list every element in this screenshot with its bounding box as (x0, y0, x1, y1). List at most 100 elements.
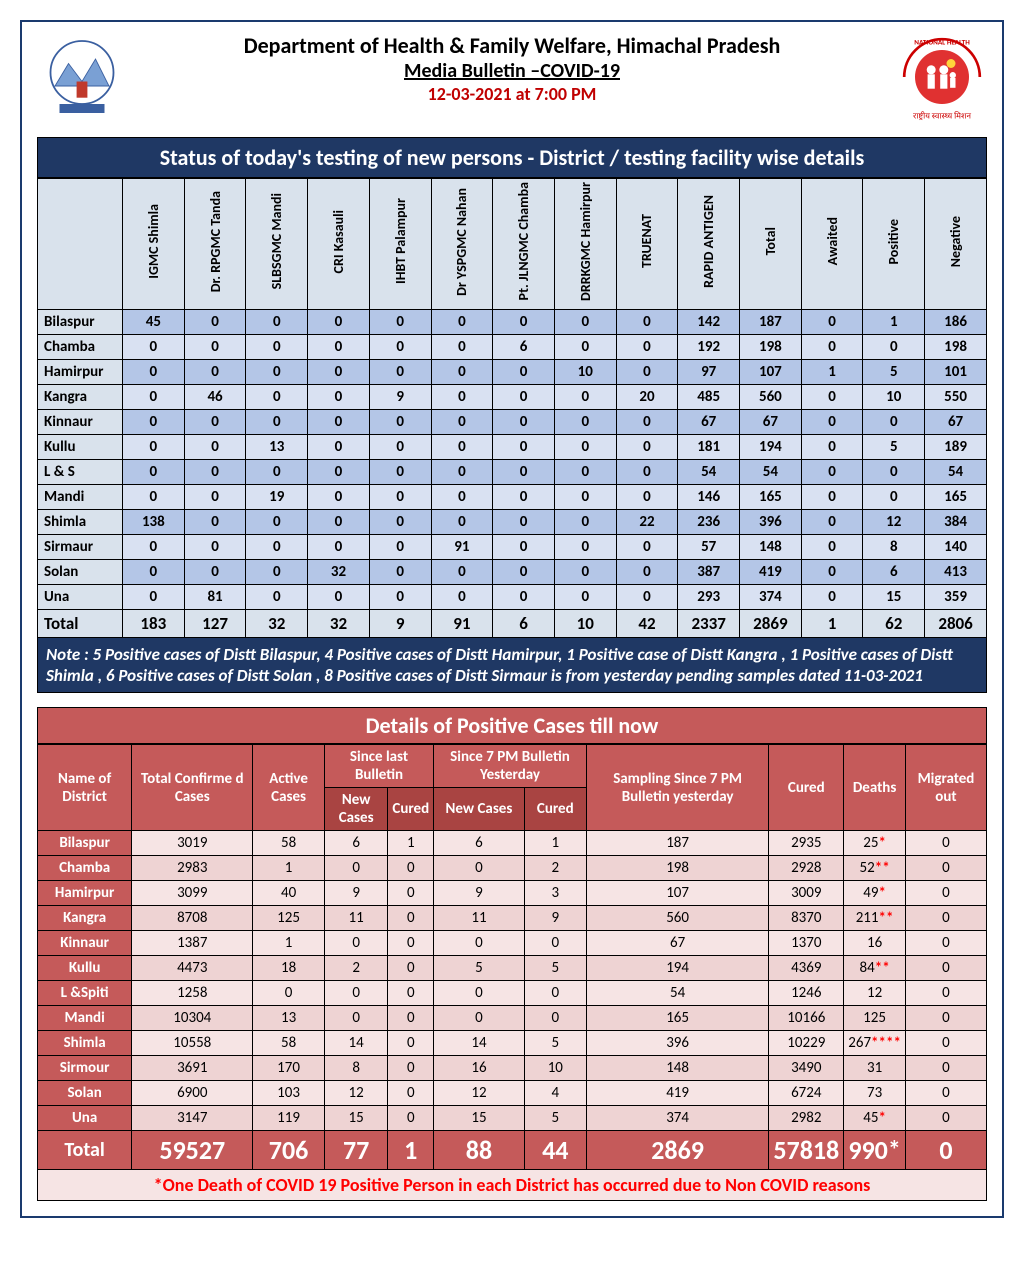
cell-value: 0 (246, 334, 308, 359)
cell-value: 0 (863, 409, 925, 434)
total-value: 57818 (769, 1131, 844, 1170)
district-name: Mandi (38, 1006, 132, 1031)
cell-value: 359 (925, 584, 987, 609)
cell-value: 198 (740, 334, 802, 359)
col-header: Awaited (801, 179, 863, 310)
cell-value: 91 (431, 534, 493, 559)
cell-value: 0 (554, 334, 616, 359)
cell-value: 0 (184, 359, 246, 384)
cell-value: 186 (925, 309, 987, 334)
cell-value: 12 (863, 509, 925, 534)
cell-value: 194 (740, 434, 802, 459)
cell-value: 0 (801, 334, 863, 359)
district-name: Hamirpur (38, 881, 132, 906)
cell-value: 387 (678, 559, 740, 584)
cell-value: 2982 (769, 1106, 844, 1131)
table-row: Shimla105585814014539610229267****0 (38, 1031, 987, 1056)
cell-value: 8 (863, 534, 925, 559)
total-value: 9 (369, 609, 431, 637)
cell-value: 0 (616, 584, 678, 609)
cell-value: 6 (434, 831, 525, 856)
total-value: 1 (801, 609, 863, 637)
testing-table-section: Status of today's testing of new persons… (37, 137, 987, 693)
cell-value: 5 (524, 956, 586, 981)
table-row: Shimla138000000022236396012384 (38, 509, 987, 534)
cell-value: 0 (493, 409, 555, 434)
cell-value: 0 (863, 484, 925, 509)
cell-value: 0 (369, 334, 431, 359)
cell-value: 40 (253, 881, 325, 906)
total-value: 77 (324, 1131, 388, 1170)
table-row: Mandi10304130000165101661250 (38, 1006, 987, 1031)
total-value: 2869 (586, 1131, 769, 1170)
table-row: Sirmaur00000910005714808140 (38, 534, 987, 559)
cell-value: 0 (905, 931, 986, 956)
district-name: Kullu (38, 956, 132, 981)
total-value: 62 (863, 609, 925, 637)
cell-value: 12 (324, 1081, 388, 1106)
cell-value: 58 (253, 1031, 325, 1056)
total-value: 44 (524, 1131, 586, 1170)
cell-value: 3490 (769, 1056, 844, 1081)
cell-value: 14 (324, 1031, 388, 1056)
total-value: 6 (493, 609, 555, 637)
cell-value: 0 (123, 534, 185, 559)
col-header: CRI Kasauli (308, 179, 370, 310)
cell-value: 0 (369, 559, 431, 584)
cell-value: 0 (905, 1031, 986, 1056)
cell-value: 6900 (132, 1081, 253, 1106)
cell-value: 0 (324, 981, 388, 1006)
total-value: 1 (388, 1131, 434, 1170)
cell-value: 1 (388, 831, 434, 856)
nhm-logo-icon: NATIONAL HEALTH राष्ट्रीय स्वास्थ्य मिशन (897, 32, 987, 122)
cell-value: 194 (586, 956, 769, 981)
cell-value: 67 (925, 409, 987, 434)
cell-value: 107 (740, 359, 802, 384)
cell-value: 0 (554, 384, 616, 409)
cell-value: 0 (308, 459, 370, 484)
cell-value: 0 (324, 931, 388, 956)
district-name: Mandi (38, 484, 123, 509)
cell-value: 0 (388, 1106, 434, 1131)
cell-value: 15 (863, 584, 925, 609)
district-name: Shimla (38, 509, 123, 534)
cell-value: 9 (324, 881, 388, 906)
cell-value: 0 (123, 409, 185, 434)
cell-value: 0 (524, 981, 586, 1006)
cell-value: 81 (184, 584, 246, 609)
cell-value: 58 (253, 831, 325, 856)
col-header: Since 7 PM Bulletin Yesterday (434, 745, 587, 788)
cell-value: 0 (388, 1081, 434, 1106)
cell-value: 0 (246, 584, 308, 609)
cell-value: 0 (308, 309, 370, 334)
cell-value: 0 (905, 1106, 986, 1131)
district-name: Kinnaur (38, 931, 132, 956)
deaths-cell: 31 (844, 1056, 906, 1081)
col-header: Since last Bulletin (324, 745, 433, 788)
table-row: Una0810000000293374015359 (38, 584, 987, 609)
cell-value: 0 (616, 334, 678, 359)
total-label: Total (38, 1131, 132, 1170)
district-name: Sirmour (38, 1056, 132, 1081)
district-name: Kangra (38, 906, 132, 931)
cell-value: 0 (184, 409, 246, 434)
cell-value: 187 (740, 309, 802, 334)
cell-value: 0 (905, 906, 986, 931)
deaths-cell: 125 (844, 1006, 906, 1031)
cell-value: 0 (369, 309, 431, 334)
deaths-cell: 267**** (844, 1031, 906, 1056)
cell-value: 0 (184, 509, 246, 534)
cell-value: 6 (863, 559, 925, 584)
cell-value: 101 (925, 359, 987, 384)
positive-cases-section: Details of Positive Cases till now Name … (37, 707, 987, 1201)
cell-value: 10 (554, 359, 616, 384)
cell-value: 1258 (132, 981, 253, 1006)
col-subheader: Cured (388, 788, 434, 831)
cell-value: 0 (431, 409, 493, 434)
cell-value: 0 (369, 459, 431, 484)
cell-value: 0 (616, 359, 678, 384)
cell-value: 165 (586, 1006, 769, 1031)
positive-cases-title: Details of Positive Cases till now (37, 707, 987, 744)
cell-value: 1 (863, 309, 925, 334)
cell-value: 0 (801, 484, 863, 509)
